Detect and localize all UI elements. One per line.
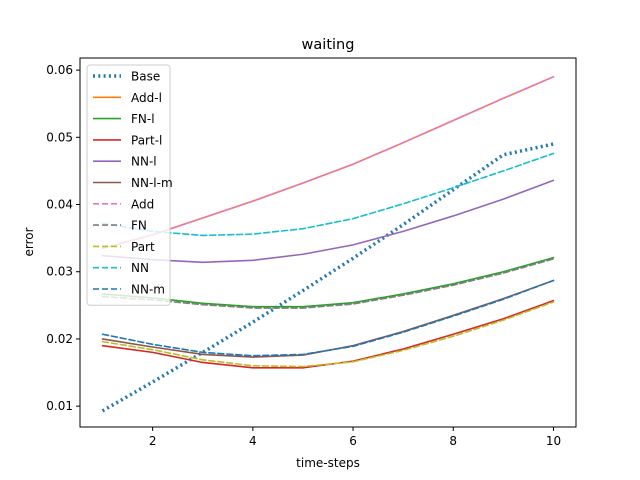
legend-item-fn: FN [93, 219, 147, 233]
legend-item-fn-l: FN-l [93, 112, 155, 126]
chart-title: waiting [302, 37, 355, 53]
legend-item-nn-m: NN-m [93, 283, 165, 297]
legend-label-add: Add [131, 197, 154, 211]
y-tick-label: 0.05 [46, 130, 73, 144]
series-line-fn-l [101, 256, 555, 308]
legend-item-part-l: Part-l [93, 133, 162, 147]
legend: Base Add-l FN-l Part-l NN-l NN-l-m Add FN Part NN… [86, 64, 173, 306]
legend-label-fn-l: FN-l [131, 112, 155, 126]
x-tick-label: 8 [449, 434, 457, 448]
series-line-nn [101, 152, 555, 237]
x-axis-ticks: 2 4 6 8 10 [149, 427, 561, 448]
legend-label-fn: FN [131, 219, 147, 233]
series-line-add [101, 76, 555, 250]
legend-item-add-l: Add-l [93, 91, 162, 105]
x-tick-label: 4 [249, 434, 257, 448]
y-axis-label: error [22, 227, 36, 256]
x-tick-label: 10 [546, 434, 561, 448]
legend-label-part: Part [131, 240, 155, 254]
legend-label-nn-l-m: NN-l-m [131, 176, 173, 190]
y-tick-label: 0.03 [46, 265, 73, 279]
legend-label-add-l: Add-l [131, 91, 162, 105]
y-tick-label: 0.02 [46, 332, 73, 346]
legend-label-nn-m: NN-m [131, 283, 165, 297]
series-line-base [101, 142, 554, 413]
legend-label-base: Base [131, 70, 160, 84]
series-layer [101, 76, 555, 413]
y-tick-label: 0.06 [46, 63, 73, 77]
series-line-part [101, 301, 555, 368]
x-axis-label: time-steps [296, 456, 360, 470]
y-tick-label: 0.01 [46, 399, 73, 413]
legend-item-nn-l-m: NN-l-m [93, 176, 173, 190]
legend-box [86, 64, 171, 306]
legend-item-nn: NN [93, 261, 149, 275]
series-line-nn-l [101, 179, 555, 264]
legend-item-nn-l: NN-l [93, 155, 157, 169]
series-line-nn-m [101, 279, 555, 357]
legend-label-nn: NN [131, 261, 149, 275]
legend-item-part: Part [93, 240, 155, 254]
plot-frame [79, 57, 577, 428]
x-tick-label: 6 [349, 434, 357, 448]
series-line-fn [101, 258, 555, 309]
legend-label-part-l: Part-l [131, 133, 162, 147]
x-tick-label: 2 [149, 434, 157, 448]
y-axis-ticks: 0.01 0.02 0.03 0.04 0.05 0.06 [46, 63, 80, 413]
legend-item-base: Base [93, 70, 160, 84]
legend-item-add: Add [93, 197, 154, 211]
y-tick-label: 0.04 [46, 198, 73, 212]
legend-label-nn-l: NN-l [131, 155, 157, 169]
